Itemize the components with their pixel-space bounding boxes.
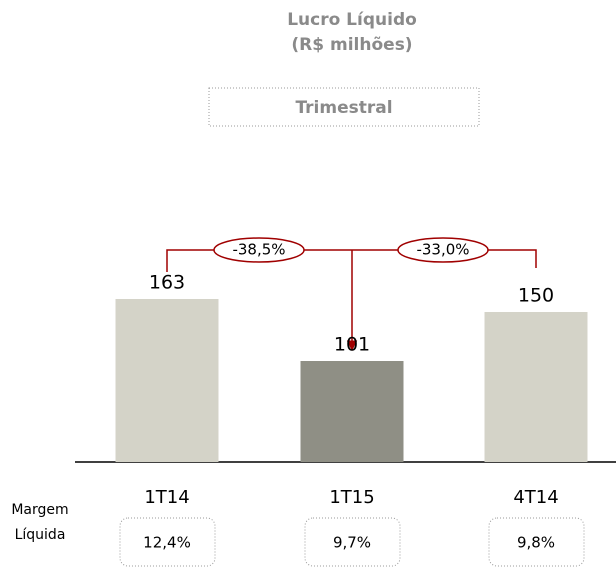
annotation-oval bbox=[213, 237, 305, 263]
margin-label: Margem bbox=[11, 502, 68, 518]
margin-box bbox=[119, 517, 216, 567]
bar bbox=[300, 361, 404, 462]
x-tick-label: 1T14 bbox=[144, 487, 189, 508]
x-tick-label: 1T15 bbox=[329, 487, 374, 508]
margin-value: 9,7% bbox=[333, 534, 371, 552]
annotation-label: -38,5% bbox=[232, 241, 285, 259]
x-tick-label: 4T14 bbox=[513, 487, 558, 508]
bar bbox=[484, 312, 588, 462]
chart-subtitle: (R$ milhões) bbox=[291, 35, 412, 55]
margin-value: 9,8% bbox=[517, 534, 555, 552]
margin-box bbox=[488, 517, 585, 567]
margin-label: Líquida bbox=[15, 527, 66, 543]
annotation-oval bbox=[397, 237, 489, 263]
margin-box bbox=[304, 517, 401, 567]
value-label: 101 bbox=[334, 334, 370, 356]
annotation-label: -33,0% bbox=[416, 241, 469, 259]
chart-title: Lucro Líquido bbox=[287, 10, 417, 30]
margin-value: 12,4% bbox=[143, 534, 191, 552]
value-label: 163 bbox=[149, 272, 185, 294]
bar bbox=[115, 299, 219, 462]
period-label: Trimestral bbox=[295, 98, 392, 118]
period-box bbox=[208, 87, 480, 127]
value-label: 150 bbox=[518, 285, 554, 307]
